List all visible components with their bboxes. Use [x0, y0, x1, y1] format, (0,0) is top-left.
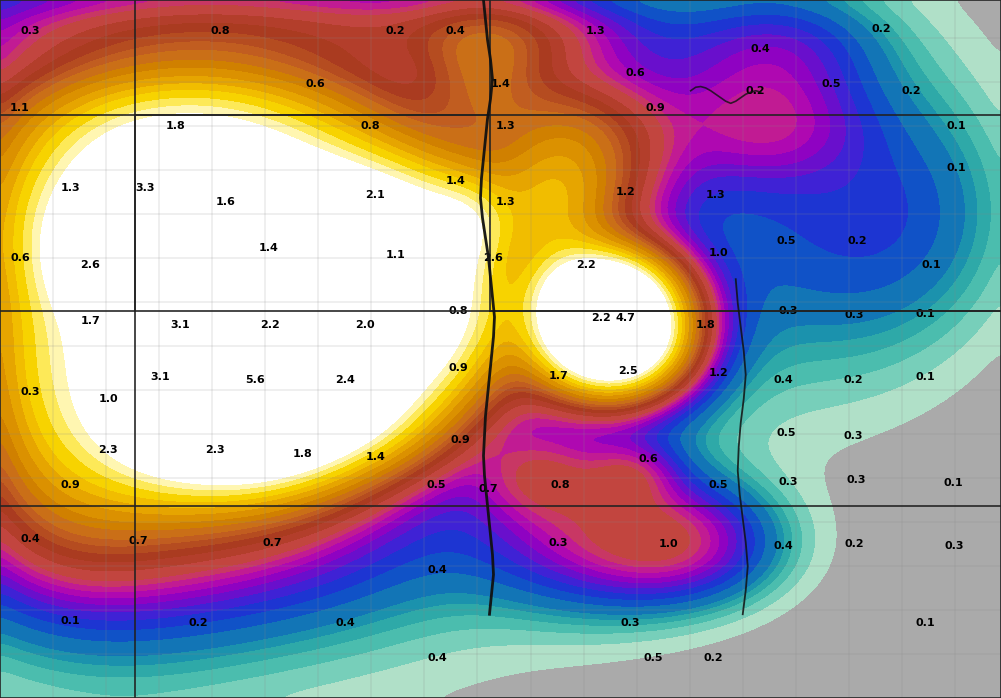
Text: 2.2: 2.2 — [591, 313, 611, 322]
Text: 0.4: 0.4 — [774, 541, 794, 551]
Text: 0.2: 0.2 — [746, 86, 766, 96]
Text: 1.1: 1.1 — [385, 250, 405, 260]
Text: 3.1: 3.1 — [150, 372, 170, 382]
Text: 0.6: 0.6 — [305, 79, 325, 89]
Text: 0.3: 0.3 — [20, 387, 40, 397]
Text: 3.1: 3.1 — [170, 320, 190, 329]
Text: 0.5: 0.5 — [709, 480, 729, 490]
Text: 0.2: 0.2 — [901, 86, 921, 96]
Text: 0.3: 0.3 — [621, 618, 641, 628]
Text: 1.8: 1.8 — [696, 320, 716, 329]
Text: 0.7: 0.7 — [128, 536, 148, 546]
Text: 1.8: 1.8 — [292, 449, 312, 459]
Text: 0.1: 0.1 — [921, 260, 941, 270]
Text: 3.3: 3.3 — [135, 184, 155, 193]
Text: 0.1: 0.1 — [60, 616, 80, 626]
Text: 0.3: 0.3 — [944, 541, 964, 551]
Text: 1.4: 1.4 — [445, 177, 465, 186]
Text: 1.3: 1.3 — [586, 27, 606, 36]
Text: 0.8: 0.8 — [551, 480, 571, 490]
Text: 0.3: 0.3 — [846, 475, 866, 485]
Text: 0.1: 0.1 — [915, 618, 935, 628]
Text: 0.3: 0.3 — [843, 431, 863, 441]
Text: 2.2: 2.2 — [576, 260, 596, 270]
Text: 1.7: 1.7 — [549, 371, 569, 380]
Text: 0.2: 0.2 — [871, 24, 891, 34]
Text: 1.8: 1.8 — [165, 121, 185, 131]
Text: 1.3: 1.3 — [60, 184, 80, 193]
Text: 0.4: 0.4 — [445, 27, 465, 36]
Text: 4.7: 4.7 — [616, 313, 636, 322]
Text: 0.5: 0.5 — [426, 480, 446, 490]
Text: 2.1: 2.1 — [365, 191, 385, 200]
Text: 1.2: 1.2 — [616, 187, 636, 197]
Text: 0.2: 0.2 — [843, 376, 863, 385]
Text: 2.3: 2.3 — [98, 445, 118, 455]
Text: 1.1: 1.1 — [10, 103, 30, 113]
Text: 2.0: 2.0 — [355, 320, 375, 329]
Text: 0.6: 0.6 — [626, 68, 646, 78]
Text: 0.4: 0.4 — [751, 44, 771, 54]
Text: 0.1: 0.1 — [946, 163, 966, 172]
Text: 0.2: 0.2 — [844, 540, 864, 549]
Text: 1.3: 1.3 — [706, 191, 726, 200]
Text: 0.2: 0.2 — [847, 236, 867, 246]
Text: 1.4: 1.4 — [490, 79, 511, 89]
Text: 2.4: 2.4 — [335, 376, 355, 385]
Text: 0.5: 0.5 — [776, 428, 796, 438]
Text: 0.4: 0.4 — [774, 376, 794, 385]
Text: 0.4: 0.4 — [427, 653, 447, 662]
Text: 0.4: 0.4 — [335, 618, 355, 628]
Text: 0.8: 0.8 — [448, 306, 468, 315]
Text: 0.7: 0.7 — [262, 538, 282, 548]
Text: 0.3: 0.3 — [549, 538, 569, 548]
Text: 0.2: 0.2 — [704, 653, 724, 662]
Text: 0.3: 0.3 — [778, 477, 798, 487]
Text: 1.0: 1.0 — [659, 540, 679, 549]
Text: 0.3: 0.3 — [20, 27, 40, 36]
Text: 1.3: 1.3 — [495, 198, 516, 207]
Text: 2.2: 2.2 — [260, 320, 280, 329]
Text: 0.9: 0.9 — [646, 103, 666, 113]
Text: 1.6: 1.6 — [215, 198, 235, 207]
Text: 0.9: 0.9 — [60, 480, 80, 490]
Text: 0.4: 0.4 — [20, 534, 40, 544]
Text: 0.2: 0.2 — [385, 27, 405, 36]
Text: 2.6: 2.6 — [483, 253, 504, 263]
Text: 0.9: 0.9 — [448, 363, 468, 373]
Text: 1.3: 1.3 — [495, 121, 516, 131]
Text: 1.4: 1.4 — [365, 452, 385, 462]
Text: 1.2: 1.2 — [709, 369, 729, 378]
Text: 0.1: 0.1 — [915, 372, 935, 382]
Text: 0.1: 0.1 — [943, 478, 963, 488]
Text: 2.6: 2.6 — [80, 260, 100, 270]
Text: 0.7: 0.7 — [478, 484, 498, 493]
Text: 0.5: 0.5 — [776, 236, 796, 246]
Text: 1.0: 1.0 — [98, 394, 118, 404]
Text: 0.3: 0.3 — [778, 306, 798, 315]
Text: 0.1: 0.1 — [946, 121, 966, 131]
Text: 0.1: 0.1 — [915, 309, 935, 319]
Text: 0.3: 0.3 — [844, 311, 864, 320]
Text: 1.4: 1.4 — [258, 243, 278, 253]
Text: 2.5: 2.5 — [618, 366, 638, 376]
Text: 0.8: 0.8 — [210, 27, 230, 36]
Text: 0.6: 0.6 — [10, 253, 30, 263]
Text: 1.0: 1.0 — [709, 248, 729, 258]
Text: 0.9: 0.9 — [450, 435, 470, 445]
Text: 0.8: 0.8 — [360, 121, 380, 131]
Text: 0.5: 0.5 — [821, 79, 841, 89]
Text: 0.4: 0.4 — [427, 565, 447, 575]
Text: 5.6: 5.6 — [245, 376, 265, 385]
Text: 2.3: 2.3 — [205, 445, 225, 455]
Text: 0.2: 0.2 — [188, 618, 208, 628]
Text: 1.7: 1.7 — [80, 316, 100, 326]
Text: 0.6: 0.6 — [639, 454, 659, 463]
Text: 0.5: 0.5 — [644, 653, 664, 662]
